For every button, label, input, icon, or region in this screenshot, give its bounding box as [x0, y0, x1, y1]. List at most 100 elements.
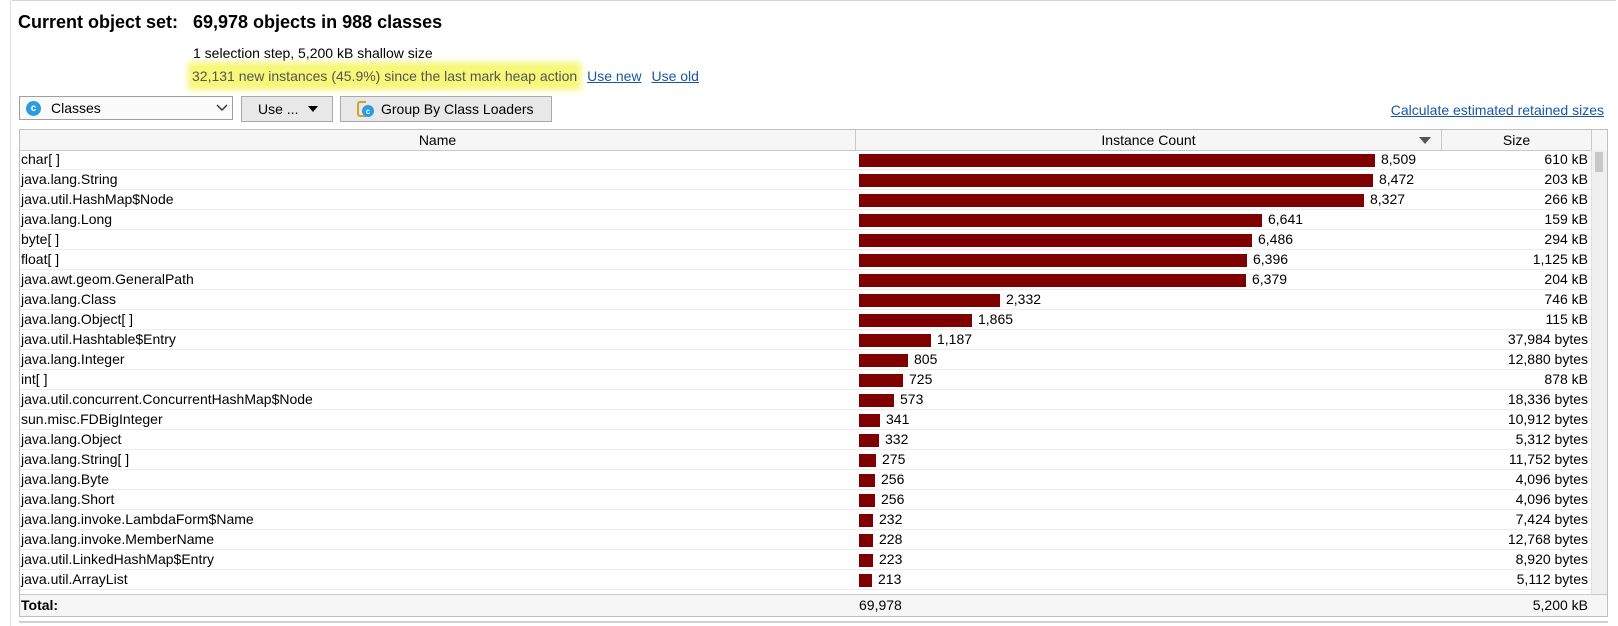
size-cell: 294 kB	[1544, 231, 1588, 247]
size-cell: 7,424 bytes	[1515, 511, 1588, 527]
instance-count-bar	[859, 374, 903, 387]
table-row[interactable]: java.awt.geom.GeneralPath 6,379 204 kB	[20, 270, 1592, 290]
instance-count-bar	[859, 274, 1246, 287]
table-row[interactable]: java.lang.invoke.LambdaForm$Name 232 7,424…	[20, 510, 1592, 530]
instance-count-bar	[859, 334, 931, 347]
column-header-instance-count[interactable]: Instance Count	[856, 130, 1442, 150]
class-name-cell: java.util.Hashtable$Entry	[21, 331, 176, 347]
table-row[interactable]: java.lang.Integer 805 12,880 bytes	[20, 350, 1592, 370]
table-row[interactable]: java.lang.Class 2,332 746 kB	[20, 290, 1592, 310]
table-row[interactable]: char[ ] 8,509 610 kB	[20, 150, 1592, 170]
class-name-cell: java.lang.String	[21, 171, 118, 187]
size-cell: 266 kB	[1544, 191, 1588, 207]
size-cell: 5,112 bytes	[1516, 571, 1588, 587]
table-row[interactable]: java.util.HashMap$Node 8,327 266 kB	[20, 190, 1592, 210]
table-row[interactable]: java.lang.Byte 256 4,096 bytes	[20, 470, 1592, 490]
table-row[interactable]: java.lang.String[ ] 275 11,752 bytes	[20, 450, 1592, 470]
instance-count-cell: 341	[856, 410, 1442, 429]
instance-count-cell: 2,332	[856, 290, 1442, 309]
table-row[interactable]: java.lang.Short 256 4,096 bytes	[20, 490, 1592, 510]
instance-count-bar	[859, 494, 875, 507]
total-label: Total:	[21, 597, 59, 613]
table-row[interactable]: float[ ] 6,396 1,125 kB	[20, 250, 1592, 270]
table-row[interactable]: java.util.ArrayList 213 5,112 bytes	[20, 570, 1592, 590]
group-by-class-loaders-button[interactable]: c Group By Class Loaders	[340, 96, 552, 122]
column-header-name[interactable]: Name	[20, 130, 856, 150]
instance-count-cell: 6,396	[856, 250, 1442, 269]
instance-count-cell: 8,472	[856, 170, 1442, 189]
size-cell: 4,096 bytes	[1515, 491, 1588, 507]
instance-count-cell: 8,327	[856, 190, 1442, 209]
instance-count-value: 256	[881, 471, 905, 487]
use-new-link[interactable]: Use new	[587, 68, 642, 84]
page-title: Current object set: 69,978 objects in 988…	[18, 12, 442, 33]
instance-count-value: 805	[914, 351, 938, 367]
instance-count-value: 725	[909, 371, 933, 387]
instance-count-value: 332	[885, 431, 909, 447]
class-name-cell: java.lang.invoke.LambdaForm$Name	[21, 511, 254, 527]
instance-count-bar	[859, 234, 1252, 247]
instance-count-cell: 256	[856, 470, 1442, 489]
size-cell: 12,768 bytes	[1507, 531, 1588, 547]
panel-top-border	[12, 0, 1616, 3]
column-header-instance-count-label: Instance Count	[1101, 132, 1196, 148]
use-button[interactable]: Use ...	[241, 96, 333, 122]
table-row[interactable]: java.lang.Object 332 5,312 bytes	[20, 430, 1592, 450]
size-cell: 746 kB	[1544, 291, 1588, 307]
instance-count-bar	[859, 154, 1375, 167]
table-row[interactable]: java.util.LinkedHashMap$Entry 223 8,920 by…	[20, 550, 1592, 570]
instance-count-cell: 275	[856, 450, 1442, 469]
column-header-size[interactable]: Size	[1442, 130, 1592, 150]
vertical-scrollbar[interactable]	[1591, 150, 1607, 596]
total-row: Total: 69,978 5,200 kB	[20, 594, 1607, 616]
instance-count-value: 213	[878, 571, 902, 587]
class-name-cell: java.lang.Byte	[21, 471, 109, 487]
instance-count-value: 341	[886, 411, 910, 427]
instance-count-bar	[859, 174, 1373, 187]
instance-count-value: 6,396	[1253, 251, 1289, 267]
size-cell: 18,336 bytes	[1507, 391, 1588, 407]
instance-count-bar	[859, 454, 876, 467]
size-cell: 10,912 bytes	[1507, 411, 1588, 427]
class-name-cell: java.util.HashMap$Node	[21, 191, 174, 207]
sort-descending-icon	[1419, 137, 1431, 144]
use-old-link[interactable]: Use old	[651, 68, 699, 84]
table-row[interactable]: byte[ ] 6,486 294 kB	[20, 230, 1592, 250]
total-count: 69,978	[859, 597, 902, 613]
table-row[interactable]: java.lang.Long 6,641 159 kB	[20, 210, 1592, 230]
table-row[interactable]: java.lang.invoke.MemberName 228 12,768 byt…	[20, 530, 1592, 550]
table-row[interactable]: java.lang.Object[ ] 1,865 115 kB	[20, 310, 1592, 330]
instance-count-bar	[859, 194, 1364, 207]
size-cell: 115 kB	[1545, 311, 1588, 327]
instance-count-value: 6,641	[1268, 211, 1304, 227]
instance-count-cell: 6,641	[856, 210, 1442, 229]
table-row[interactable]: sun.misc.FDBigInteger 341 10,912 bytes	[20, 410, 1592, 430]
selection-info: 1 selection step, 5,200 kB shallow size	[193, 45, 433, 61]
instance-count-cell: 223	[856, 550, 1442, 569]
table-row[interactable]: int[ ] 725 878 kB	[20, 370, 1592, 390]
size-cell: 878 kB	[1544, 371, 1588, 387]
bottom-separator	[19, 621, 1608, 623]
dropdown-caret-icon	[308, 106, 319, 112]
new-instances-line: 32,131 new instances (45.9%) since the l…	[192, 66, 699, 86]
classes-table: Name Instance Count Size char[ ] 8,509 610…	[19, 129, 1608, 617]
table-row[interactable]: java.util.Hashtable$Entry 1,187 37,984 byt…	[20, 330, 1592, 350]
instance-count-cell: 573	[856, 390, 1442, 409]
size-cell: 37,984 bytes	[1507, 331, 1588, 347]
size-cell: 12,880 bytes	[1507, 351, 1588, 367]
size-cell: 5,312 bytes	[1515, 431, 1588, 447]
table-row[interactable]: java.util.concurrent.ConcurrentHashMap$N…	[20, 390, 1592, 410]
table-row[interactable]: java.lang.String 8,472 203 kB	[20, 170, 1592, 190]
instance-count-cell: 1,187	[856, 330, 1442, 349]
use-button-label: Use ...	[258, 101, 299, 117]
class-name-cell: java.lang.Short	[21, 491, 115, 507]
view-type-combo[interactable]: c Classes	[19, 96, 233, 120]
size-cell: 11,752 bytes	[1508, 451, 1588, 467]
calculate-retained-sizes-link[interactable]: Calculate estimated retained sizes	[1390, 102, 1604, 118]
instance-count-bar	[859, 294, 1000, 307]
size-cell: 159 kB	[1544, 211, 1588, 227]
scrollbar-thumb[interactable]	[1595, 152, 1603, 172]
instance-count-cell: 213	[856, 570, 1442, 589]
group-button-label: Group By Class Loaders	[381, 101, 534, 117]
size-cell: 203 kB	[1544, 171, 1588, 187]
